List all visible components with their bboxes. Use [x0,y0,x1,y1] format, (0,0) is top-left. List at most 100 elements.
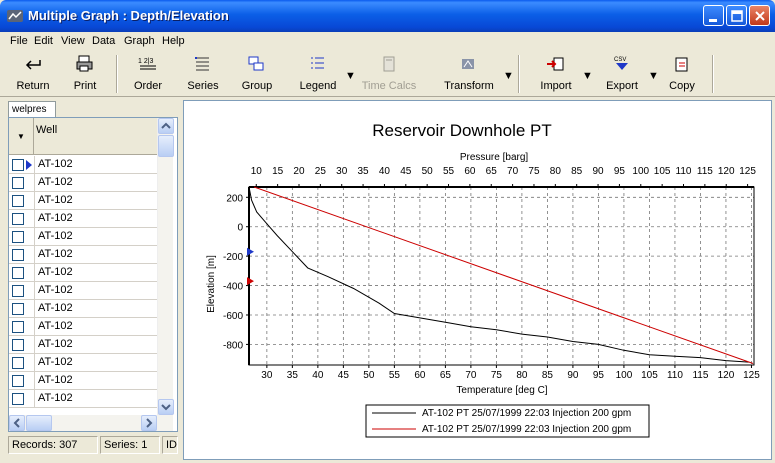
series-line-2 [253,186,754,364]
row-checkbox[interactable] [12,231,24,243]
table-row[interactable]: AT-102 [9,300,157,318]
row-checkbox[interactable] [12,249,24,261]
sort-down-icon: ▼ [17,132,25,141]
print-button[interactable]: Print [62,53,108,95]
table-row[interactable]: AT-102 [9,246,157,264]
well-cell[interactable]: AT-102 [34,264,157,282]
window-title: Multiple Graph : Depth/Elevation [28,8,229,23]
well-cell[interactable]: AT-102 [34,390,157,408]
horizontal-scrollbar[interactable] [9,415,173,431]
row-checkbox[interactable] [12,339,24,351]
table-row[interactable]: AT-102 [9,390,157,408]
copy-button[interactable]: Copy [660,53,704,95]
chart-title: Reservoir Downhole PT [372,121,552,140]
bottom-tick-label: 95 [593,370,605,381]
table-row[interactable]: AT-102 [9,228,157,246]
tab-welpres[interactable]: welpres [8,101,56,118]
top-tick-label: 25 [315,166,327,177]
group-button[interactable]: Group [234,53,280,95]
transform-button[interactable]: Transform [438,53,500,95]
well-cell[interactable]: AT-102 [34,372,157,390]
menu-help[interactable]: Help [162,35,185,47]
row-checkbox[interactable] [12,303,24,315]
close-button[interactable] [749,5,770,26]
import-button[interactable]: Import [530,53,582,95]
table-row[interactable]: AT-102 [9,156,157,174]
export-dropdown-arrow-icon[interactable]: ▼ [648,70,659,82]
y-tick-label: -600 [223,311,243,322]
scroll-up-button[interactable] [158,118,174,134]
maximize-icon [731,10,743,22]
row-checkbox[interactable] [12,267,24,279]
row-checkbox[interactable] [12,357,24,369]
row-checkbox[interactable] [12,195,24,207]
row-checkbox[interactable] [12,375,24,387]
well-cell[interactable]: AT-102 [34,318,157,336]
scroll-down-button[interactable] [158,399,174,415]
well-cell[interactable]: AT-102 [34,156,157,174]
legend-dropdown-arrow-icon[interactable]: ▼ [345,70,356,82]
return-button[interactable]: Return [10,53,56,95]
table-row[interactable]: AT-102 [9,282,157,300]
well-cell[interactable]: AT-102 [34,354,157,372]
legend: AT-102 PT 25/07/1999 22:03 Injection 200… [365,404,650,438]
column-header-well[interactable]: Well [36,124,58,136]
table-row[interactable]: AT-102 [9,318,157,336]
row-checkbox[interactable] [12,393,24,405]
table-row[interactable]: AT-102 [9,192,157,210]
import-dropdown-arrow-icon[interactable]: ▼ [582,70,593,82]
scroll-thumb-horizontal[interactable] [26,415,52,431]
well-cell[interactable]: AT-102 [34,246,157,264]
top-tick-label: 45 [400,166,412,177]
legend-button[interactable]: Legend [292,53,344,95]
export-button[interactable]: CSV Export [606,57,638,92]
select-all-cell[interactable]: ▼ [9,118,34,155]
calculator-icon [383,56,395,72]
well-cell[interactable]: AT-102 [34,228,157,246]
well-cell[interactable]: AT-102 [34,336,157,354]
scroll-left-button[interactable] [9,415,25,431]
bottom-tick-label: 65 [440,370,452,381]
well-cell[interactable]: AT-102 [34,174,157,192]
time-calcs-button[interactable]: Time Calcs [360,53,418,95]
minimize-button[interactable] [703,5,724,26]
well-grid[interactable]: ▼ Well AT-102 AT-102 AT-102 AT-102 AT-102 AT-… [8,117,178,432]
table-row[interactable]: AT-102 [9,372,157,390]
y-tick-label: 0 [237,223,243,234]
vertical-scrollbar[interactable] [157,118,174,415]
order-button[interactable]: 1 2|3 Order [124,53,172,95]
table-row[interactable]: AT-102 [9,354,157,372]
row-checkbox[interactable] [12,213,24,225]
well-cell[interactable]: AT-102 [34,300,157,318]
row-checkbox[interactable] [12,321,24,333]
table-row[interactable]: AT-102 [9,264,157,282]
table-row[interactable]: AT-102 [9,174,157,192]
well-cell[interactable]: AT-102 [34,192,157,210]
row-checkbox[interactable] [12,177,24,189]
menu-bar: File Edit View Data Graph Help [0,32,775,51]
y-tick-label: -800 [223,340,243,351]
maximize-button[interactable] [726,5,747,26]
row-checkbox[interactable] [12,159,24,171]
well-cell[interactable]: AT-102 [34,210,157,228]
menu-edit[interactable]: Edit [34,35,53,47]
title-bar[interactable]: Multiple Graph : Depth/Elevation [0,0,775,32]
well-cell[interactable]: AT-102 [34,282,157,300]
menu-data[interactable]: Data [92,35,116,47]
menu-file[interactable]: File [10,35,28,47]
scroll-thumb[interactable] [158,135,174,157]
plot-frame [248,186,755,366]
scroll-right-button[interactable] [141,415,157,431]
printer-icon [76,55,93,72]
series-button[interactable]: Series [180,53,226,95]
table-row[interactable]: AT-102 [9,336,157,354]
close-icon [755,11,765,21]
y-tick-label: 200 [226,193,243,204]
menu-graph[interactable]: Graph [124,35,155,47]
chart-svg[interactable]: Reservoir Downhole PT Pressure [barg] Te… [184,101,771,459]
table-row[interactable]: AT-102 [9,210,157,228]
top-tick-label: 85 [571,166,583,177]
menu-view[interactable]: View [61,35,85,47]
row-checkbox[interactable] [12,285,24,297]
transform-dropdown-arrow-icon[interactable]: ▼ [503,70,514,82]
